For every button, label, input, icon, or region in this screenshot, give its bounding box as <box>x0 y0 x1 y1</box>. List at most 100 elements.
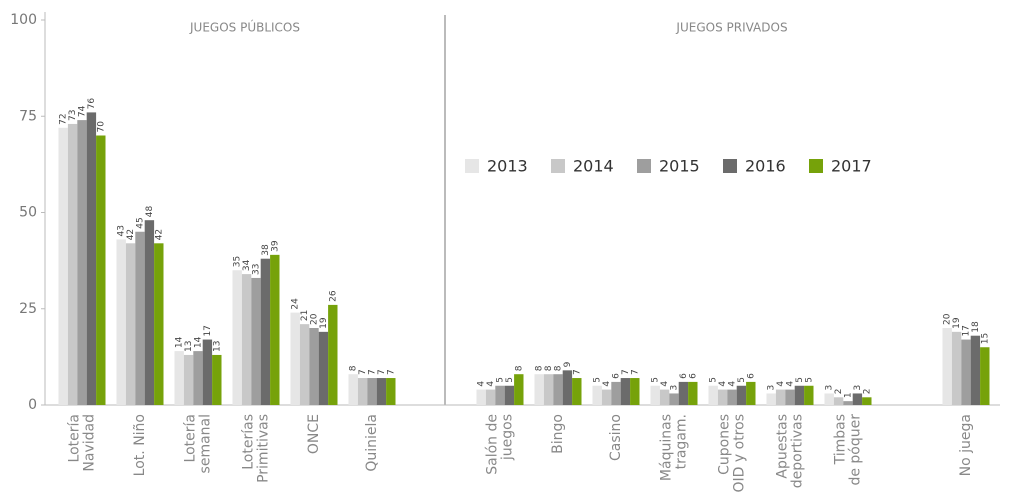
data-label: 5 <box>795 377 805 383</box>
data-label: 4 <box>728 381 738 387</box>
bar <box>135 231 145 405</box>
bar <box>318 331 329 405</box>
bar <box>376 378 387 405</box>
data-label: 42 <box>154 229 164 240</box>
x-tick-label: semanal <box>198 414 214 473</box>
bar <box>58 127 68 406</box>
data-label: 21 <box>300 310 310 321</box>
bar <box>630 378 640 405</box>
bar <box>251 277 261 405</box>
data-label: 5 <box>737 377 747 383</box>
bar <box>727 389 737 405</box>
bar <box>485 389 496 405</box>
bar <box>970 335 981 405</box>
x-tick-label: Casino <box>608 414 624 461</box>
x-tick-label: Primitivas <box>256 414 272 483</box>
bar <box>67 123 78 405</box>
x-tick-label: Cupones <box>717 414 733 475</box>
data-label: 20 <box>310 313 320 325</box>
data-label: 74 <box>78 105 88 117</box>
data-label: 33 <box>252 263 262 274</box>
data-label: 3 <box>670 385 680 391</box>
data-label: 14 <box>194 336 204 348</box>
bar <box>601 389 612 405</box>
data-label: 1 <box>844 392 854 398</box>
x-tick-label: Apuestas <box>775 414 791 479</box>
y-tick-label: 25 <box>19 301 37 317</box>
data-label: 43 <box>117 225 127 236</box>
legend-swatch <box>637 159 651 173</box>
data-label: 73 <box>68 109 78 120</box>
bar <box>290 312 300 405</box>
bar <box>852 393 863 405</box>
data-label: 38 <box>261 244 271 256</box>
x-tick-label: tragam. <box>674 414 690 469</box>
data-label: 5 <box>496 377 506 383</box>
x-tick-label: Bingo <box>550 414 566 454</box>
legend-swatch <box>465 159 479 173</box>
data-label: 17 <box>962 325 972 336</box>
bar <box>193 351 203 405</box>
bar <box>562 370 573 405</box>
data-label: 8 <box>514 365 524 371</box>
legend-label: 2013 <box>487 157 528 176</box>
bar <box>504 385 515 405</box>
data-label: 24 <box>291 298 301 310</box>
data-label: 19 <box>952 317 962 329</box>
x-tick-label: ONCE <box>306 414 322 454</box>
bar <box>202 339 213 405</box>
bar <box>299 324 310 405</box>
bar <box>961 339 971 405</box>
bar <box>348 374 358 405</box>
x-tick-label: Lotería <box>183 414 199 462</box>
data-label: 45 <box>136 217 146 228</box>
data-label: 4 <box>776 381 786 387</box>
data-label: 5 <box>804 377 814 383</box>
data-label: 15 <box>980 333 990 344</box>
data-label: 7 <box>572 369 582 375</box>
legend-label: 2016 <box>745 157 786 176</box>
bar <box>785 389 795 405</box>
bar <box>241 274 252 405</box>
data-label: 7 <box>368 369 378 375</box>
bar <box>980 347 990 405</box>
legend-swatch <box>723 159 737 173</box>
data-label: 8 <box>554 365 564 371</box>
bar <box>592 385 602 405</box>
y-tick-label: 100 <box>10 12 37 28</box>
bar <box>688 381 698 405</box>
data-label: 4 <box>486 381 496 387</box>
bar <box>116 239 126 405</box>
bar <box>669 393 679 405</box>
bar <box>794 385 805 405</box>
data-label: 14 <box>175 336 185 348</box>
bar <box>534 374 544 405</box>
data-label: 6 <box>688 373 698 379</box>
data-label: 4 <box>477 381 487 387</box>
x-tick-label: juegos <box>500 414 516 461</box>
data-label: 4 <box>786 381 796 387</box>
data-label: 48 <box>145 205 155 217</box>
bar <box>183 354 194 405</box>
bar <box>824 393 834 405</box>
data-label: 72 <box>59 113 69 124</box>
data-label: 20 <box>943 313 953 325</box>
y-tick-label: 50 <box>19 205 37 221</box>
data-label: 5 <box>709 377 719 383</box>
bar <box>212 354 222 405</box>
data-label: 7 <box>358 369 368 375</box>
legend-swatch <box>809 159 823 173</box>
data-label: 3 <box>767 385 777 391</box>
data-label: 5 <box>505 377 515 383</box>
bar <box>514 374 524 405</box>
data-label: 42 <box>126 229 136 240</box>
bar <box>495 385 505 405</box>
data-label: 6 <box>746 373 756 379</box>
bar <box>942 328 952 405</box>
bar <box>833 397 844 405</box>
data-label: 76 <box>87 98 97 110</box>
bar <box>144 220 155 405</box>
data-label: 35 <box>233 256 243 267</box>
data-label: 18 <box>971 321 981 333</box>
